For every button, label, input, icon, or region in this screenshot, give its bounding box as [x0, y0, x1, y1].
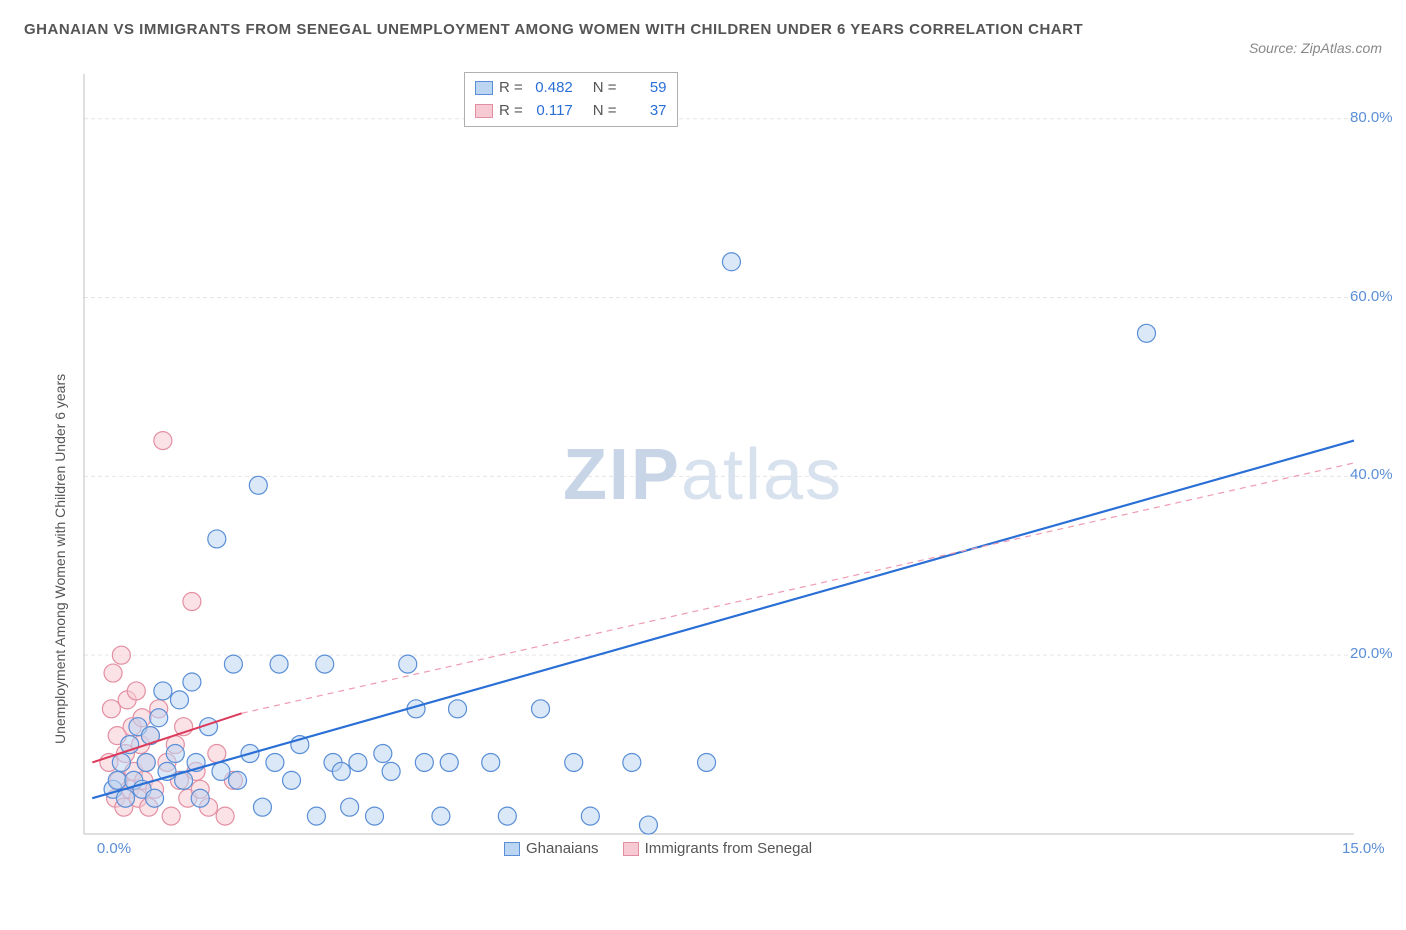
y-tick-label: 40.0%	[1350, 466, 1393, 483]
source-attribution: Source: ZipAtlas.com	[1249, 40, 1382, 56]
legend-item: Ghanaians	[504, 840, 599, 857]
scatter-chart	[24, 64, 1382, 894]
y-tick-label: 20.0%	[1350, 645, 1393, 662]
chart-title: GHANAIAN VS IMMIGRANTS FROM SENEGAL UNEM…	[24, 18, 1083, 42]
y-tick-label: 80.0%	[1350, 109, 1393, 126]
x-tick-label: 0.0%	[97, 840, 131, 857]
correlation-stats-box: R =0.482 N =59 R =0.117 N =37	[464, 72, 678, 127]
legend-item: Immigrants from Senegal	[623, 840, 813, 857]
y-tick-label: 60.0%	[1350, 288, 1393, 305]
stats-row: R =0.482 N =59	[475, 77, 667, 100]
y-axis-label: Unemployment Among Women with Children U…	[52, 374, 68, 744]
plot-area: ZIPatlas R =0.482 N =59 R =0.117 N =37 U…	[24, 64, 1382, 894]
legend: Ghanaians Immigrants from Senegal	[504, 840, 812, 857]
x-tick-label: 15.0%	[1342, 840, 1385, 857]
stats-row: R =0.117 N =37	[475, 100, 667, 123]
